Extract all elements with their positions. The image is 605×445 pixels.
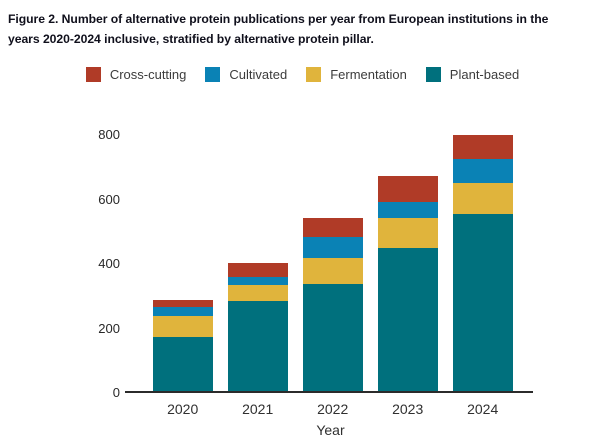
- legend-label: Cross-cutting: [109, 66, 187, 82]
- segment-2022-plant-based: [302, 284, 363, 393]
- segment-2023-cross-cutting: [377, 175, 438, 203]
- x-axis-line: [125, 391, 533, 393]
- y-tick-600: 600: [98, 191, 120, 207]
- figure-title-line2: years 2020-2024 inclusive, stratified by…: [8, 32, 374, 46]
- y-tick-800: 800: [98, 127, 120, 142]
- segment-2022-fermentation: [302, 258, 363, 284]
- plot-area: [128, 135, 533, 393]
- legend-label: Plant-based: [449, 66, 520, 82]
- bar-2020: [152, 300, 213, 393]
- figure-title-line1: Figure 2. Number of alternative protein …: [8, 12, 549, 26]
- legend-swatch-icon: [425, 66, 441, 82]
- y-tick-200: 200: [98, 320, 120, 336]
- x-tick-2022: 2022: [317, 401, 349, 417]
- segment-2023-plant-based: [377, 248, 438, 393]
- x-tick-2020: 2020: [167, 401, 199, 417]
- segment-2023-fermentation: [377, 217, 438, 249]
- segment-2021-plant-based: [227, 300, 288, 393]
- segment-2020-fermentation: [152, 315, 213, 337]
- bar-2023: [377, 175, 438, 393]
- legend-swatch-icon: [85, 66, 101, 82]
- segment-2024-plant-based: [452, 214, 513, 393]
- segment-2021-cross-cutting: [227, 262, 288, 278]
- segment-2021-cultivated: [227, 277, 288, 285]
- bar-2021: [227, 262, 288, 393]
- bar-2024: [452, 135, 513, 393]
- segment-2024-cultivated: [452, 159, 513, 184]
- legend-item-fermentation: Fermentation: [306, 66, 407, 82]
- legend-label: Fermentation: [330, 66, 407, 82]
- y-tick-0: 0: [112, 385, 120, 400]
- segment-2024-fermentation: [452, 183, 513, 215]
- legend-label: Cultivated: [229, 66, 288, 82]
- x-tick-2024: 2024: [467, 401, 499, 417]
- segment-2023-cultivated: [377, 202, 438, 218]
- x-tick-2021: 2021: [242, 401, 274, 417]
- segment-2020-plant-based: [152, 336, 213, 393]
- segment-2022-cross-cutting: [302, 218, 363, 237]
- legend-item-plant-based: Plant-based: [425, 66, 520, 82]
- chart-legend: Cross-cutting Cultivated Fermentation Plant…: [0, 66, 605, 82]
- legend-swatch-icon: [306, 66, 322, 82]
- legend-item-cross-cutting: Cross-cutting: [85, 66, 187, 82]
- segment-2024-cross-cutting: [452, 135, 513, 160]
- x-axis-title: Year: [316, 422, 345, 438]
- figure-title: Figure 2. Number of alternative protein …: [8, 9, 602, 49]
- segment-2021-fermentation: [227, 284, 288, 301]
- bar-2022: [302, 218, 363, 393]
- y-tick-400: 400: [98, 256, 120, 271]
- segment-2020-cultivated: [152, 307, 213, 316]
- x-tick-2023: 2023: [392, 401, 424, 417]
- legend-item-cultivated: Cultivated: [205, 66, 288, 82]
- segment-2020-cross-cutting: [152, 300, 213, 308]
- legend-swatch-icon: [205, 66, 221, 82]
- segment-2022-cultivated: [302, 236, 363, 259]
